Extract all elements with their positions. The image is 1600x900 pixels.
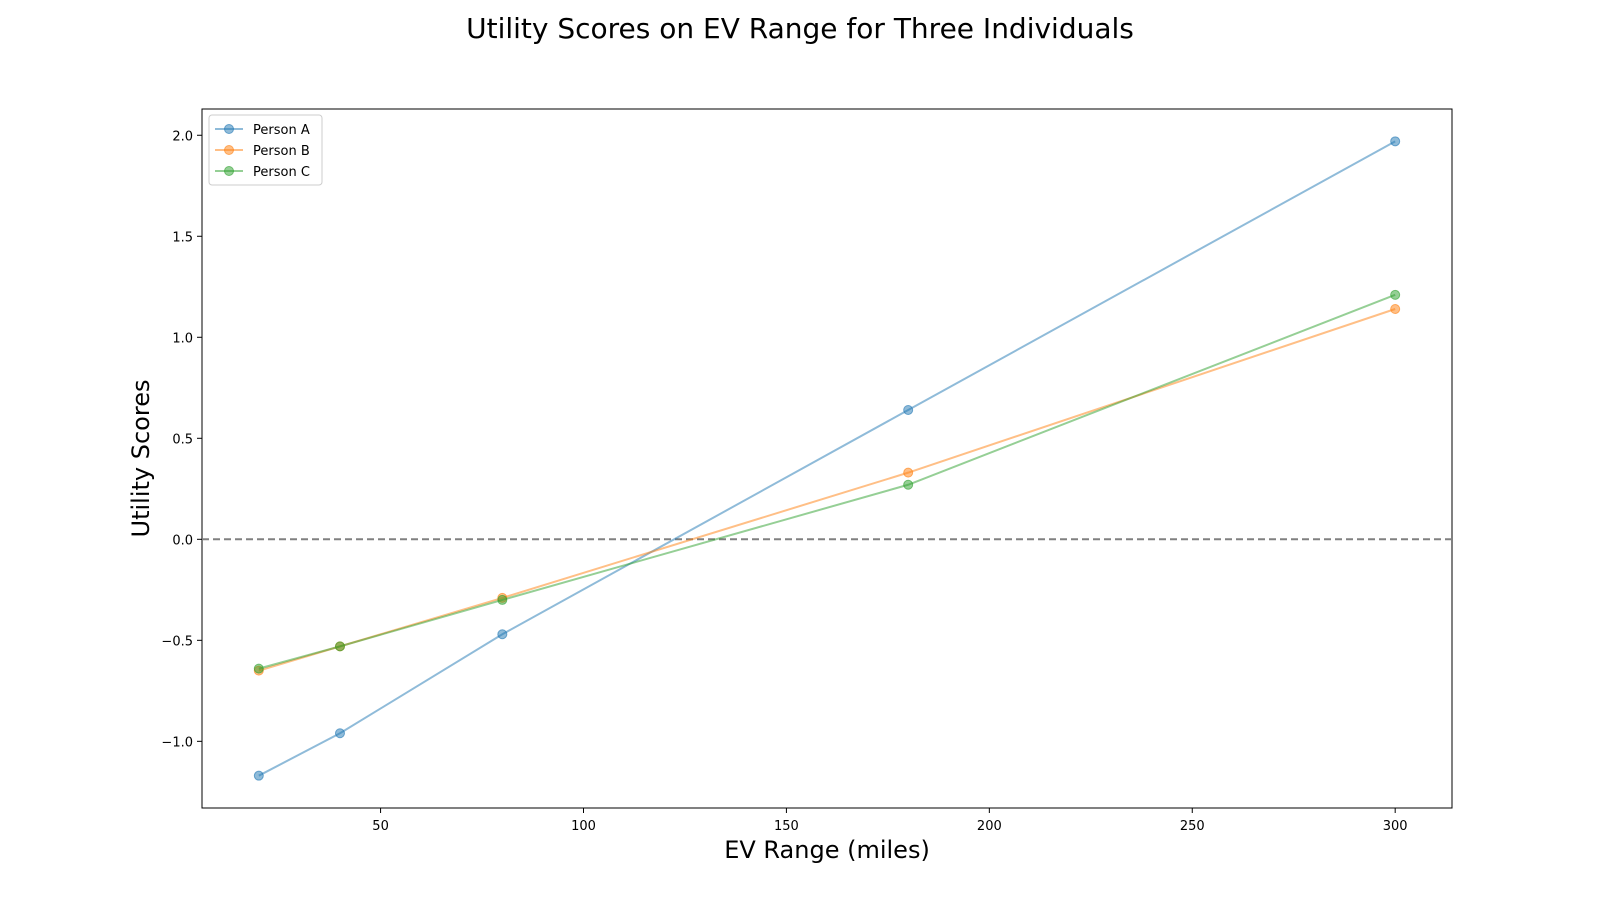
chart-title: Utility Scores on EV Range for Three Ind… — [466, 12, 1134, 45]
data-point-person-b — [1390, 304, 1401, 315]
x-tick-label: 250 — [1180, 819, 1205, 834]
x-tick-label: 50 — [372, 819, 389, 834]
y-axis-ticks: −1.0 −0.5 0.0 0.5 1.0 1.5 2.0 — [161, 129, 202, 750]
x-tick-label: 100 — [571, 819, 596, 834]
y-tick-label: 0.5 — [172, 432, 193, 447]
legend-swatch-marker — [224, 124, 234, 134]
legend-label: Person A — [253, 123, 310, 138]
data-point-person-c — [1390, 289, 1401, 300]
data-point-person-c — [497, 594, 508, 605]
data-point-person-a — [903, 405, 914, 416]
data-point-person-c — [253, 663, 264, 674]
series-group — [253, 136, 1401, 781]
data-point-person-c — [334, 641, 345, 652]
x-axis-ticks: 50 100 150 200 250 300 — [372, 808, 1408, 834]
data-point-person-a — [497, 629, 508, 640]
y-tick-label: 2.0 — [172, 129, 193, 144]
plot-area — [201, 108, 1453, 809]
legend-swatch-marker — [224, 166, 234, 176]
legend-box — [208, 114, 323, 186]
data-point-person-a — [253, 770, 264, 781]
series-person-c — [253, 289, 1401, 674]
y-axis-label: Utility Scores — [127, 380, 155, 538]
legend-item-person-a: Person A — [215, 123, 310, 138]
data-point-person-a — [334, 728, 345, 739]
legend-label: Person C — [253, 165, 310, 180]
y-tick-label: −1.0 — [161, 735, 193, 750]
legend-item-person-b: Person B — [215, 144, 310, 159]
y-tick-label: 0.0 — [172, 533, 193, 548]
legend: Person A Person B Person C — [208, 114, 323, 186]
y-tick-label: 1.0 — [172, 331, 193, 346]
x-axis-label: EV Range (miles) — [724, 836, 930, 864]
legend-swatch-marker — [224, 145, 234, 155]
legend-item-person-c: Person C — [215, 165, 310, 180]
series-line-person-b — [258, 308, 1396, 672]
series-person-a — [253, 136, 1401, 781]
plot-frame — [201, 108, 1453, 809]
x-tick-label: 200 — [977, 819, 1002, 834]
y-tick-label: 1.5 — [172, 230, 193, 245]
series-line-person-c — [258, 293, 1396, 670]
series-line-person-a — [258, 140, 1396, 777]
data-point-person-c — [903, 479, 914, 490]
legend-label: Person B — [253, 144, 310, 159]
y-tick-label: −0.5 — [161, 634, 193, 649]
x-tick-label: 300 — [1383, 819, 1408, 834]
data-point-person-b — [903, 467, 914, 478]
data-point-person-a — [1390, 136, 1401, 147]
x-tick-label: 150 — [774, 819, 799, 834]
